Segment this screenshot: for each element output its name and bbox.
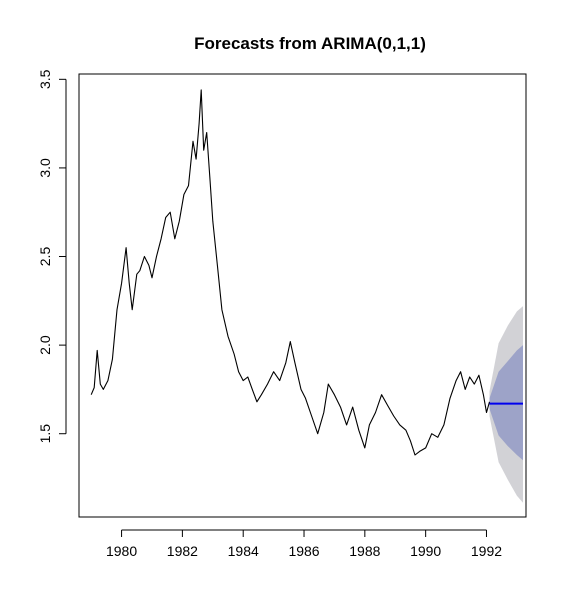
plot-frame bbox=[78, 73, 527, 518]
x-tick-label: 1984 bbox=[228, 543, 259, 559]
observed-line bbox=[90, 89, 491, 456]
y-tick-label: 1.5 bbox=[37, 424, 53, 444]
y-tick-label: 3.0 bbox=[37, 158, 53, 178]
y-tick-label: 3.5 bbox=[37, 69, 53, 89]
y-axis: 1.5 2.0 2.5 3.0 3.5 bbox=[37, 69, 67, 444]
x-tick-label: 1988 bbox=[349, 543, 380, 559]
x-tick-label: 1982 bbox=[167, 543, 198, 559]
y-tick-label: 2.0 bbox=[37, 335, 53, 355]
y-tick-label: 2.5 bbox=[37, 247, 53, 267]
x-tick-label: 1990 bbox=[410, 543, 441, 559]
plot-area bbox=[90, 89, 523, 503]
x-axis: 1980 1982 1984 1986 1988 1990 1992 bbox=[106, 529, 502, 559]
x-tick-label: 1992 bbox=[471, 543, 502, 559]
x-tick-label: 1980 bbox=[106, 543, 137, 559]
x-tick-label: 1986 bbox=[288, 543, 319, 559]
chart-title: Forecasts from ARIMA(0,1,1) bbox=[194, 34, 426, 53]
